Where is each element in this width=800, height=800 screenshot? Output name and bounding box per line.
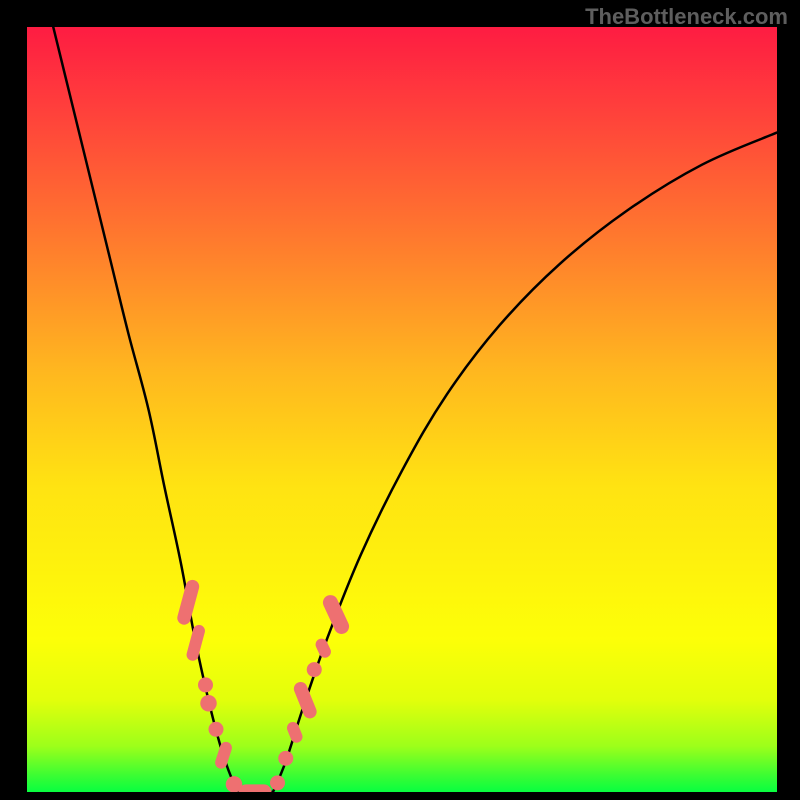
marker-3 [200,695,217,712]
marker-4 [209,722,224,737]
marker-8 [270,775,285,790]
chart-frame: TheBottleneck.com [0,0,800,800]
watermark-text: TheBottleneck.com [585,4,788,30]
gradient-background [27,27,777,792]
bottleneck-chart-svg [27,27,777,792]
marker-2 [198,677,213,692]
marker-7 [239,784,272,792]
marker-12 [307,662,322,677]
marker-9 [278,751,293,766]
plot-area [27,27,777,792]
